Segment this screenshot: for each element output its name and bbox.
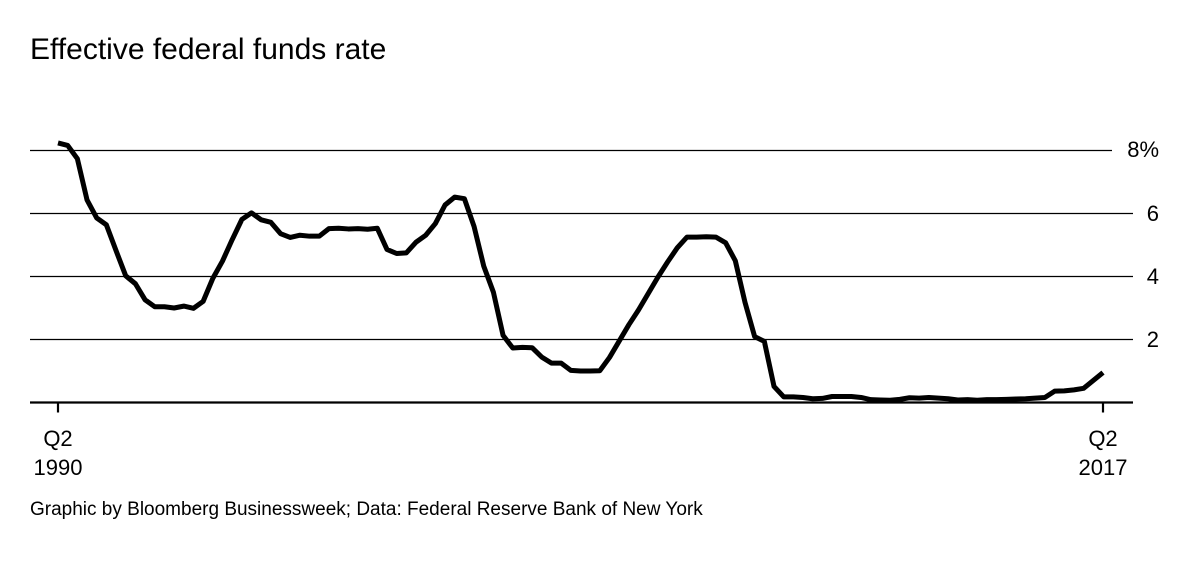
chart-source-credit: Graphic by Bloomberg Businessweek; Data:… (30, 499, 703, 520)
x-axis-label-end-year: 2017 (1078, 455, 1128, 480)
x-axis-label-start-year: 1990 (33, 455, 83, 480)
x-axis-label-start-quarter: Q2 (43, 426, 73, 451)
y-axis-label-8pct: 8% (1127, 137, 1159, 162)
y-axis-label-4: 4 (1146, 264, 1159, 289)
y-axis-label-6: 6 (1146, 201, 1159, 226)
x-axis-label-end: Q2 2017 (1063, 424, 1143, 482)
x-axis-label-start: Q2 1990 (18, 424, 98, 482)
y-axis-label-2: 2 (1146, 327, 1159, 352)
chart-title: Effective federal funds rate (30, 33, 387, 66)
x-axis-label-end-quarter: Q2 (1088, 426, 1118, 451)
fed-funds-rate-line (57, 140, 1105, 403)
